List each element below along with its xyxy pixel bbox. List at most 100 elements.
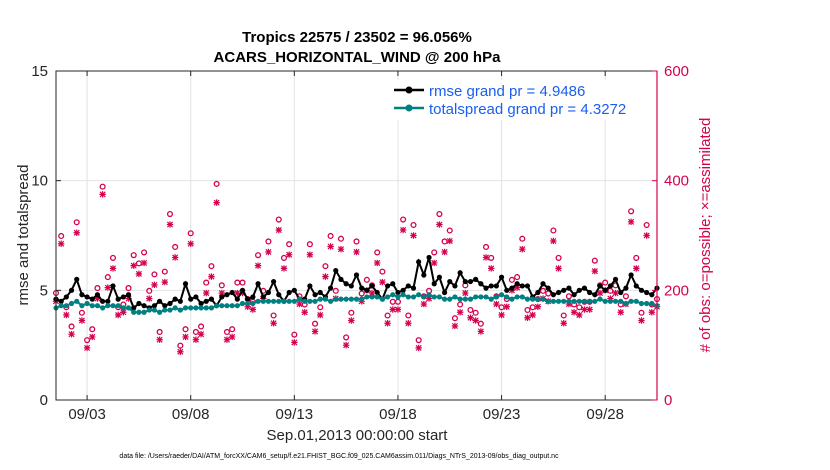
obs-assimilated-point [187,240,194,247]
series-point [359,296,365,302]
series-point [467,278,474,285]
obs-possible-point [104,274,111,281]
obs-possible-point [565,293,572,300]
obs-possible-point [379,268,386,275]
obs-assimilated-point [192,336,200,343]
obs-assimilated-point [607,295,614,302]
series-point [390,292,396,298]
series-point [167,307,173,313]
series-point [555,298,562,304]
series-point [177,298,183,304]
series-point [623,300,629,307]
series-point [441,289,448,296]
obs-possible-point [628,208,635,215]
obs-possible-point [337,235,345,242]
obs-assimilated-point [353,248,360,256]
y-left-tick-label: 5 [40,282,48,299]
series-point [405,294,411,300]
obs-assimilated-point [285,251,293,258]
series-point [63,303,69,309]
series-point [628,298,634,304]
obs-assimilated-point [270,320,277,327]
obs-possible-point [223,328,231,335]
obs-assimilated-point [104,284,112,291]
series-point [291,287,297,293]
series-point [255,298,261,304]
obs-assimilated-point [405,320,412,327]
legend: rmse grand pr = 4.9486 totalspread grand… [390,80,652,120]
series-point [353,272,360,278]
series-point [462,296,468,302]
series-point [587,289,593,296]
obs-assimilated-point [171,254,179,261]
series-point [193,294,199,300]
series-point [58,298,64,304]
series-point [63,294,69,300]
series-point [193,305,199,311]
series-point [638,287,645,293]
obs-assimilated-point [182,333,189,341]
obs-possible-point [348,309,355,316]
chart-title-line2: ACARS_HORIZONTAL_WIND @ 200 hPa [214,49,502,66]
obs-possible-point [229,326,236,333]
series-point [208,305,215,311]
obs-possible-point [255,252,262,259]
obs-assimilated-point [410,232,417,239]
x-tick-label: 09/13 [276,406,314,423]
series-point [426,292,432,298]
series-point [224,292,230,298]
obs-possible-point [457,301,464,308]
obs-assimilated-point [446,237,453,245]
series-point [353,296,360,302]
obs-assimilated-point [203,289,210,297]
series-point [317,296,323,302]
obs-assimilated-point [643,232,650,239]
series-point [265,298,272,304]
series-point [540,281,546,287]
series-point [203,298,209,304]
obs-possible-point [203,279,210,286]
obs-assimilated-point [337,246,345,253]
series-point [452,294,458,300]
obs-assimilated-point [384,320,391,327]
series-point [364,294,370,300]
series-point [421,294,427,300]
obs-assimilated-point [399,226,407,234]
series-point [188,305,194,311]
obs-assimilated-point [420,300,428,308]
series-point [410,294,417,300]
series-point [131,309,137,315]
obs-possible-point [141,249,148,256]
series-point [100,305,106,311]
series-point [535,289,541,296]
obs-assimilated-point [389,306,396,313]
chart-title-line1: Tropics 22575 / 23502 = 96.056% [242,29,472,46]
obs-assimilated-point [73,229,80,236]
obs-possible-point [410,221,417,229]
series-point [125,292,132,298]
series-point [260,294,266,300]
series-point [79,303,85,309]
series-point [478,281,484,287]
obs-possible-point [94,285,101,292]
obs-assimilated-point [570,309,578,316]
series-point [633,283,639,289]
series-point [519,294,525,300]
series-point [110,283,116,289]
series-point [131,305,137,311]
y-right-tick-label: 400 [664,173,689,190]
obs-possible-point [508,276,515,283]
series-point [68,300,75,307]
obs-assimilated-point [322,273,329,280]
obs-assimilated-point [223,336,231,343]
series-rmse [53,254,660,311]
obs-assimilated-point [197,331,205,338]
obs-possible-point [208,263,215,270]
series-point [348,296,354,302]
series-point [436,274,442,280]
obs-possible-point [514,274,521,281]
obs-assimilated-point [591,267,599,275]
obs-assimilated-point [596,289,604,297]
series-point [447,278,453,285]
